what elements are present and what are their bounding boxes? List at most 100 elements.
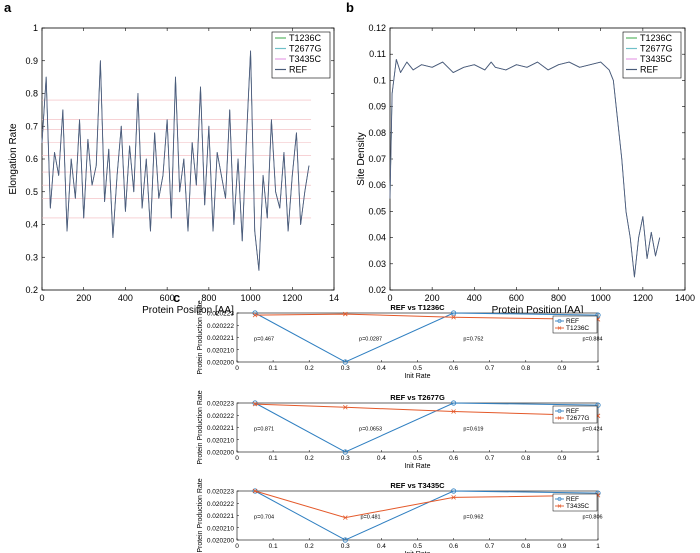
y-tick-label: 0.3 [25, 252, 38, 262]
p-value-label: p=0.0287 [359, 336, 382, 342]
y-tick-label: 0.020223 [207, 311, 234, 318]
y-axis-label: Elongation Rate [8, 123, 19, 195]
legend-entry-REF: REF [566, 318, 579, 325]
legend-box [552, 315, 598, 334]
x-tick-label: 0.8 [521, 543, 530, 550]
y-tick-label: 0.020221 [207, 425, 234, 432]
chart-title: REF vs T1236C [390, 303, 445, 312]
panel-b: 0 200 400 600 800 1000 1200 1400 0.02 0.03 0.04 0.0… [356, 23, 695, 316]
panel-c3: REF vs T3435C 0 0.1 0.2 0.3 0.4 0.5 0.6 0.7 0.8 0.… [197, 478, 603, 553]
plot-frame-c1 [236, 312, 599, 363]
x-tick-label: 200 [425, 293, 440, 303]
y-tick-label: 0.020222 [207, 413, 234, 420]
p-value-label: p=0.962 [463, 514, 483, 520]
y-axis-label: Protein Production Rate [197, 478, 204, 552]
legend-entry-T1236C: T1236C [640, 33, 673, 43]
legend-marker-T1236C [557, 326, 562, 330]
y-tick-label: 1 [33, 23, 38, 33]
legend-box [271, 31, 331, 79]
x-tick-label: 0.7 [485, 543, 494, 550]
data-point-REF [342, 359, 348, 365]
x-tick-label: 0.9 [557, 365, 566, 372]
y-tick-label: 0.020222 [207, 323, 234, 330]
x-tick-label: 0.5 [413, 365, 422, 372]
p-value-label: p=0.884 [583, 336, 603, 342]
x-tick-label: 0.4 [377, 543, 386, 550]
y-tick-label: 0.020221 [207, 513, 234, 520]
y-tick-label: 0.6 [25, 154, 38, 164]
y-tick-label: 0.020210 [207, 347, 234, 354]
y-tick-label: 0.1 [373, 75, 386, 85]
legend-marker-T3435C [557, 504, 562, 508]
x-tick-label: 1000 [241, 293, 261, 303]
x-tick-label: 0.6 [449, 365, 458, 372]
legend-marker-REF [557, 497, 562, 501]
x-tick-label: 0.3 [341, 365, 350, 372]
p-value-label: p=0.871 [254, 426, 274, 432]
x-axis-label: Protein Position [AA] [142, 305, 234, 316]
legend-marker-REF [557, 409, 562, 413]
legend-entry-T2677G: T2677G [640, 44, 673, 54]
p-value-label: p=0.467 [254, 336, 274, 342]
y-tick-label: 0.020223 [207, 489, 234, 496]
x-tick-label: 1 [596, 543, 600, 550]
series-line-REF [254, 402, 599, 453]
y-axis-label: Protein Production Rate [197, 300, 204, 374]
data-point-T2677G [252, 401, 258, 407]
data-point-T1236C [451, 314, 456, 320]
data-point-REF [252, 488, 258, 494]
data-point-REF [595, 312, 601, 318]
x-tick-label: 0.3 [341, 455, 350, 462]
y-tick-label: 0.020200 [207, 450, 234, 457]
panel-c1: REF vs T1236C 0 0.1 0.2 0.3 0.4 0.5 0.6 0.7 0.8 0.… [197, 300, 603, 380]
p-value-label: p=0.619 [463, 426, 483, 432]
legend-box [622, 31, 682, 79]
data-point-REF [595, 402, 601, 408]
series-line-REF [41, 50, 310, 271]
x-tick-label: 1200 [633, 293, 653, 303]
panel-c2: REF vs T2677G 0 0.1 0.2 0.3 0.4 0.5 0.6 0.7 0.8 0.… [197, 390, 603, 470]
data-point-T3435C [451, 495, 456, 500]
x-tick-label: 0.2 [305, 365, 314, 372]
x-tick-label: 600 [160, 293, 175, 303]
y-tick-label: 0.11 [369, 49, 386, 59]
y-tick-label: 0.9 [25, 56, 38, 66]
y-tick-label: 0.07 [368, 154, 386, 164]
chart-title: REF vs T2677G [390, 393, 445, 402]
x-axis-label: Protein Position [AA] [492, 305, 584, 316]
legend-entry-T2677G: T2677G [289, 44, 322, 54]
plot-frame-c2 [236, 402, 599, 453]
data-point-T2677G [343, 404, 348, 410]
x-axis-label: Init Rate [404, 463, 430, 470]
y-tick-label: 0.04 [368, 233, 386, 243]
x-tick-label: 0 [39, 293, 44, 303]
y-tick-label: 0.020200 [207, 360, 234, 367]
legend-entry-T1236C: T1236C [289, 33, 322, 43]
legend-entry-REF: REF [640, 65, 659, 75]
plot-frame-c3 [236, 490, 599, 541]
x-tick-label: 0.1 [269, 455, 278, 462]
x-tick-label: 0.5 [413, 543, 422, 550]
x-tick-label: 0.6 [449, 455, 458, 462]
x-tick-label: 0 [235, 543, 239, 550]
x-tick-label: 0.8 [521, 455, 530, 462]
x-axis-label: Init Rate [404, 373, 430, 380]
legend-box [552, 405, 598, 424]
y-tick-label: 0.020222 [207, 501, 234, 508]
data-point-T2677G [451, 409, 456, 414]
x-tick-label: 0.2 [305, 543, 314, 550]
panel-letter-a: a [4, 0, 12, 15]
y-tick-label: 0.020210 [207, 525, 234, 532]
x-tick-label: 0.9 [557, 455, 566, 462]
x-tick-label: 0.7 [485, 455, 494, 462]
data-point-T1236C [252, 312, 258, 318]
x-tick-label: 800 [551, 293, 566, 303]
legend-box [552, 493, 598, 512]
data-point-REF [450, 400, 457, 406]
panel-letter-b: b [346, 0, 354, 15]
y-tick-label: 0.8 [25, 89, 38, 99]
p-value-label: p=0.0653 [359, 426, 382, 432]
x-tick-label: 0.6 [449, 543, 458, 550]
y-tick-label: 0.05 [368, 206, 386, 216]
